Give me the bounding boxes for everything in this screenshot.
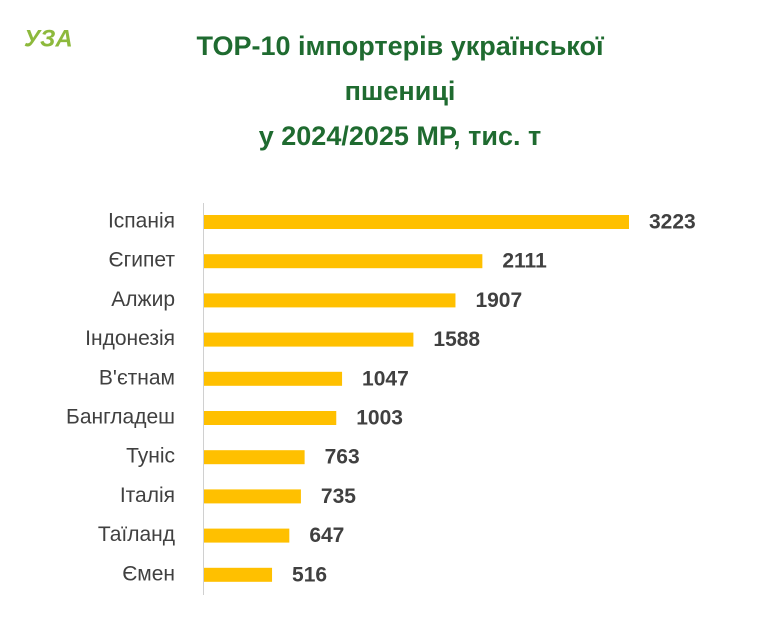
y-tick-label: Таїланд [98,523,175,546]
value-label: 3223 [649,211,696,234]
chart-title: TOP-10 імпортерів української [196,31,604,61]
logo: УЗА [24,25,73,52]
bar [204,254,483,269]
y-tick-label: Іспанія [108,210,175,233]
bar [204,528,290,543]
value-label: 1907 [475,289,522,312]
value-label: 763 [325,446,360,469]
bar [204,489,301,504]
y-tick-label: Індонезія [85,327,175,350]
value-label: 647 [309,524,344,547]
value-label: 2111 [502,250,547,273]
y-tick-label: Єгипет [109,249,176,272]
value-label: 1047 [362,367,409,390]
y-tick-label: Бангладеш [66,406,175,429]
value-label: 1003 [356,407,403,430]
y-tick-label: Туніс [126,445,175,468]
value-label: 735 [321,485,356,508]
value-label: 516 [292,563,327,586]
bar [204,411,337,425]
chart-title: у 2024/2025 МР, тис. т [259,121,542,151]
bar [204,293,456,308]
bar [204,215,629,229]
bar [204,567,273,582]
y-tick-label: Італія [120,484,175,507]
chart-title: пшениці [345,76,456,106]
y-tick-label: В'єтнам [99,366,175,389]
y-tick-label: Алжир [111,288,175,311]
bar [204,450,305,465]
bar [204,332,414,347]
y-tick-label: Ємен [122,562,175,585]
bar [204,371,343,386]
value-label: 1588 [433,328,480,351]
